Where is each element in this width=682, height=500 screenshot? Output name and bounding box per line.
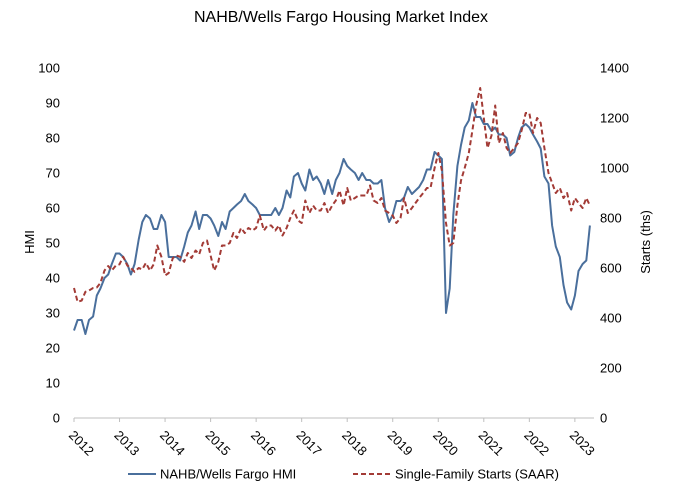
y-tick-label-left: 40	[46, 271, 60, 286]
series-line-starts	[73, 87, 591, 303]
y-tick-label-left: 50	[46, 236, 60, 251]
y-tick-label-left: 10	[46, 376, 60, 391]
x-tick-label: 2018	[339, 428, 370, 459]
x-tick-label: 2022	[521, 428, 552, 459]
y-tick-label-left: 0	[53, 411, 60, 426]
axes: 0102030405060708090100020040060080010001…	[38, 61, 629, 459]
y-axis-label-right: Starts (ths)	[638, 210, 653, 274]
y-tick-label-left: 90	[46, 96, 60, 111]
y-tick-label-right: 0	[600, 411, 607, 426]
x-tick-label: 2019	[385, 428, 416, 459]
x-tick-label: 2020	[430, 428, 461, 459]
x-tick-label: 2015	[202, 428, 233, 459]
x-tick-label: 2013	[111, 428, 142, 459]
y-tick-label-right: 800	[600, 211, 622, 226]
x-tick-label: 2023	[567, 428, 598, 459]
y-tick-label-right: 600	[600, 261, 622, 276]
y-tick-label-right: 400	[600, 311, 622, 326]
y-tick-label-right: 200	[600, 361, 622, 376]
y-tick-label-left: 100	[38, 61, 60, 76]
y-axis-label-left: HMI	[22, 230, 37, 254]
y-tick-label-left: 20	[46, 341, 60, 356]
series-layer	[73, 87, 591, 335]
x-tick-label: 2017	[294, 428, 325, 459]
y-tick-label-left: 30	[46, 306, 60, 321]
x-tick-label: 2021	[476, 428, 507, 459]
y-tick-label-right: 1000	[600, 161, 629, 176]
legend-label: NAHB/Wells Fargo HMI	[160, 467, 296, 482]
series-line-hmi	[73, 102, 591, 335]
legend: NAHB/Wells Fargo HMI Single-Family Starts…	[128, 467, 559, 482]
x-tick-label: 2016	[248, 428, 279, 459]
y-tick-label-left: 70	[46, 166, 60, 181]
y-tick-label-right: 1400	[600, 61, 629, 76]
x-tick-label: 2012	[66, 428, 97, 459]
chart-title: NAHB/Wells Fargo Housing Market Index	[194, 9, 488, 26]
y-tick-label-left: 80	[46, 131, 60, 146]
y-tick-label-right: 1200	[600, 111, 629, 126]
x-tick-label: 2014	[157, 428, 188, 459]
legend-label: Single-Family Starts (SAAR)	[395, 467, 559, 482]
y-tick-label-left: 60	[46, 201, 60, 216]
